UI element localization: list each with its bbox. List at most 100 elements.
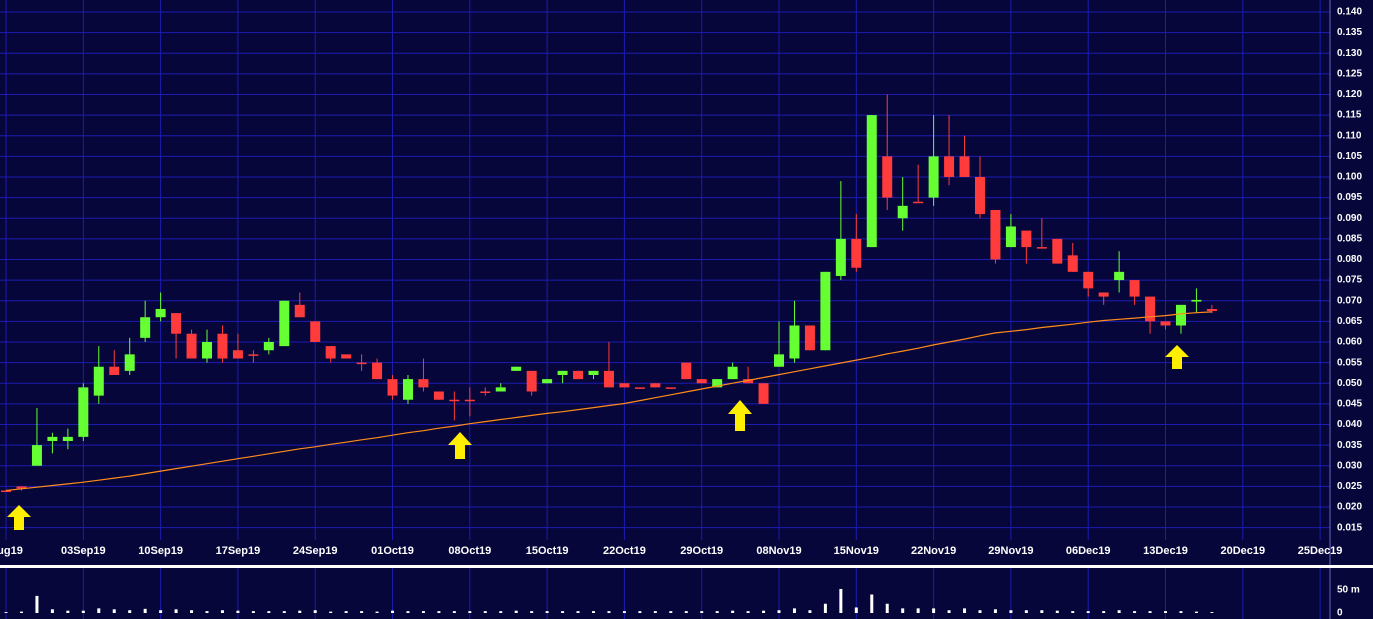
x-tick-label: 29Oct19: [680, 545, 723, 557]
volume-bar: [437, 611, 441, 613]
y-tick-label: 0.125: [1337, 68, 1362, 79]
candle-body: [959, 156, 970, 177]
x-tick-label: 06Dec19: [1066, 545, 1111, 557]
candle-body: [217, 333, 228, 359]
arrow: [7, 505, 31, 530]
y-tick-label: 0.080: [1337, 254, 1362, 265]
volume-bar: [1117, 610, 1121, 613]
arrow: [728, 400, 752, 431]
candle-body: [341, 354, 352, 359]
volume-bar: [638, 611, 642, 613]
y-tick-label: 0.065: [1337, 316, 1362, 327]
candle-body: [1191, 299, 1202, 302]
volume-bar: [792, 608, 796, 613]
volume-bar: [143, 608, 147, 613]
candle-body: [402, 379, 413, 400]
volume-bar: [190, 610, 194, 613]
volume-bar: [1071, 611, 1075, 613]
candle-body: [511, 366, 522, 371]
x-tick-label: 15Oct19: [526, 545, 569, 557]
candle-body: [31, 445, 42, 466]
moving-average: [5, 311, 1212, 492]
candle-body: [727, 366, 738, 380]
candle-body: [573, 370, 584, 380]
y-tick-label: 0.035: [1337, 440, 1362, 451]
candle-body: [171, 313, 182, 334]
candle-body: [62, 436, 73, 441]
x-tick-label: 25Dec19: [1298, 545, 1343, 557]
volume-bar: [591, 611, 595, 613]
candle-body: [263, 341, 274, 351]
candle-body: [603, 370, 614, 388]
volume-bar: [545, 611, 549, 613]
candle-body: [1067, 255, 1078, 272]
volume-bar: [607, 611, 611, 613]
candle-body: [232, 350, 243, 359]
volume-bar: [1040, 610, 1044, 613]
candle-body: [743, 379, 754, 384]
volume-bar: [483, 611, 487, 613]
y-tick-label: 0.020: [1337, 502, 1362, 513]
volume-bar: [375, 611, 379, 613]
candle-body: [372, 362, 383, 380]
x-tick-label: 24Sep19: [293, 545, 338, 557]
candle-body: [696, 379, 707, 384]
candle-body: [1052, 238, 1063, 264]
candle-body: [387, 379, 398, 396]
candle-body: [124, 354, 135, 371]
volume-bar: [901, 608, 905, 613]
candle-body: [650, 383, 661, 388]
volume-bar: [854, 607, 858, 613]
candle-body: [665, 387, 676, 389]
volume-bar: [653, 611, 657, 613]
candle-body: [1206, 308, 1217, 312]
candle-body: [279, 300, 290, 347]
candle-body: [78, 387, 89, 437]
volume-bar: [97, 608, 101, 613]
candle-body: [1098, 292, 1109, 297]
y-tick-label: 0.085: [1337, 233, 1362, 244]
y-tick-label: 0.050: [1337, 378, 1362, 389]
volume-bar: [4, 612, 8, 613]
y-tick-label: 0.115: [1337, 110, 1362, 121]
volume-bar: [468, 611, 472, 613]
candle-body: [913, 201, 924, 204]
volume-bar: [777, 610, 781, 613]
y-tick-label: 0.135: [1337, 27, 1362, 38]
volume-bar: [963, 608, 967, 613]
candle-body: [820, 271, 831, 351]
candle-body: [851, 238, 862, 268]
candle-body: [449, 399, 460, 402]
arrow: [1165, 345, 1189, 369]
x-tick-label: 08Nov19: [756, 545, 801, 557]
y-tick-label: 0.030: [1337, 460, 1362, 471]
candle-body: [418, 379, 429, 388]
volume-bar: [823, 603, 827, 613]
x-tick-label: 29Nov19: [988, 545, 1033, 557]
volume-bar: [947, 610, 951, 613]
candle-body: [93, 366, 104, 396]
volume-bar: [1164, 611, 1168, 613]
volume-bar: [684, 611, 688, 613]
volume-bar: [499, 611, 503, 613]
y-tick-label: 0.070: [1337, 295, 1362, 306]
candle-body: [712, 379, 723, 388]
candle-body: [1175, 304, 1186, 326]
candle-body: [356, 362, 367, 365]
volume-bar: [112, 609, 116, 613]
candle-body: [47, 436, 58, 441]
candle-body: [1129, 280, 1140, 297]
volume-bar: [406, 611, 410, 613]
candle-body: [294, 304, 305, 318]
y-tick-label: 0.120: [1337, 89, 1362, 100]
volume-bar: [205, 611, 209, 613]
volume-bar: [159, 610, 163, 613]
x-tick-label: 10Sep19: [138, 545, 183, 557]
volume-bar: [1055, 610, 1059, 613]
volume-bar: [19, 611, 23, 613]
candle-body: [758, 383, 769, 404]
volume-bar: [267, 611, 271, 613]
volume-bar: [329, 611, 333, 613]
panel-separator: [0, 565, 1373, 568]
volume-bar: [313, 610, 317, 613]
